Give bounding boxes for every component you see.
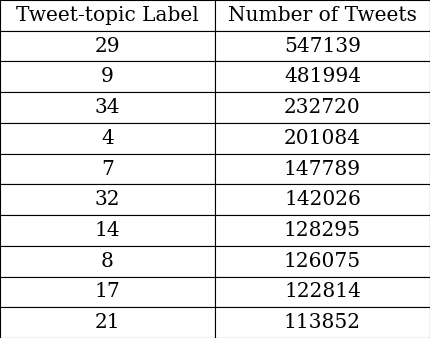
Text: 126075: 126075 bbox=[284, 252, 361, 271]
Bar bbox=[215, 246, 430, 276]
Bar bbox=[215, 276, 430, 307]
Text: 128295: 128295 bbox=[284, 221, 361, 240]
Bar bbox=[0, 31, 215, 62]
Bar bbox=[215, 307, 430, 338]
Text: 29: 29 bbox=[95, 37, 120, 55]
Text: 14: 14 bbox=[95, 221, 120, 240]
Text: 8: 8 bbox=[101, 252, 114, 271]
Bar bbox=[0, 184, 215, 215]
Text: 32: 32 bbox=[95, 190, 120, 209]
Bar bbox=[0, 276, 215, 307]
Bar bbox=[0, 154, 215, 184]
Text: 232720: 232720 bbox=[284, 98, 361, 117]
Text: 481994: 481994 bbox=[284, 67, 361, 86]
Text: 122814: 122814 bbox=[284, 283, 361, 301]
Bar bbox=[215, 92, 430, 123]
Bar bbox=[0, 92, 215, 123]
Text: 7: 7 bbox=[101, 160, 114, 178]
Bar bbox=[215, 215, 430, 246]
Text: 17: 17 bbox=[95, 283, 120, 301]
Bar bbox=[215, 0, 430, 31]
Bar bbox=[215, 31, 430, 62]
Bar bbox=[0, 246, 215, 276]
Bar bbox=[215, 154, 430, 184]
Text: 142026: 142026 bbox=[284, 190, 361, 209]
Text: 547139: 547139 bbox=[284, 37, 361, 55]
Text: 9: 9 bbox=[101, 67, 114, 86]
Bar bbox=[0, 215, 215, 246]
Bar bbox=[0, 123, 215, 154]
Bar bbox=[0, 307, 215, 338]
Text: 113852: 113852 bbox=[284, 313, 361, 332]
Text: 21: 21 bbox=[95, 313, 120, 332]
Text: 4: 4 bbox=[101, 129, 114, 148]
Text: Tweet-topic Label: Tweet-topic Label bbox=[16, 6, 199, 25]
Text: Number of Tweets: Number of Tweets bbox=[228, 6, 417, 25]
Text: 147789: 147789 bbox=[284, 160, 361, 178]
Text: 201084: 201084 bbox=[284, 129, 361, 148]
Bar bbox=[215, 184, 430, 215]
Text: 34: 34 bbox=[95, 98, 120, 117]
Bar bbox=[0, 62, 215, 92]
Bar bbox=[215, 123, 430, 154]
Bar bbox=[0, 0, 215, 31]
Bar bbox=[215, 62, 430, 92]
